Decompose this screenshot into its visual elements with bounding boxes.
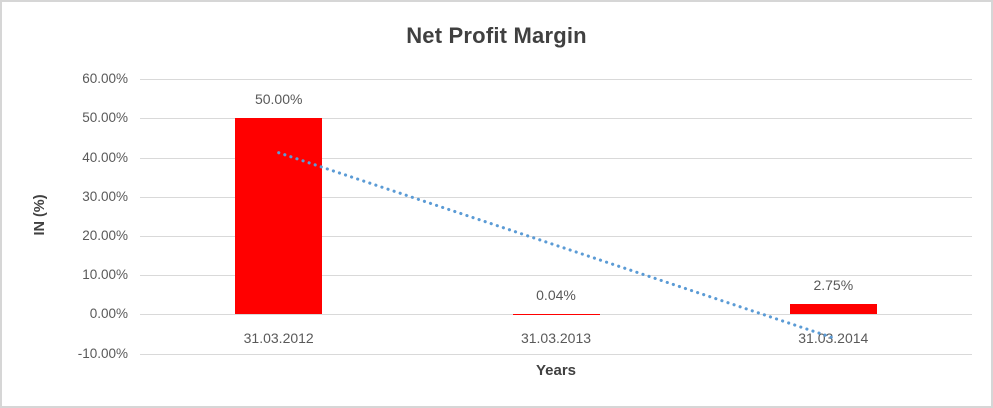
bar-31.03.2014[interactable] (789, 303, 877, 315)
bar-data-label: 0.04% (536, 287, 576, 304)
bar-31.03.2012[interactable] (235, 118, 323, 315)
y-axis-tick-label: 0.00% (89, 306, 128, 322)
y-axis-tick-label: 30.00% (82, 188, 128, 204)
x-axis-category-label: 31.03.2012 (243, 330, 314, 347)
gridline (140, 314, 972, 316)
bar-data-label: 50.00% (254, 91, 303, 108)
gridline (140, 79, 972, 80)
x-axis-category-label: 31.03.2014 (798, 330, 869, 347)
gridline (140, 118, 972, 120)
y-axis-tick-label: -10.00% (77, 345, 128, 361)
x-axis-category-label: 31.03.2013 (520, 330, 592, 347)
y-axis-tick-label: 50.00% (82, 110, 128, 126)
bar-data-label: 2.75% (813, 276, 854, 293)
y-axis-tick-label: 20.00% (82, 227, 128, 243)
chart-title: Net Profit Margin (406, 23, 587, 48)
trendline[interactable] (277, 151, 835, 340)
y-axis-tick-label: 10.00% (82, 267, 128, 283)
y-axis-tick-label: 40.00% (82, 149, 128, 165)
x-axis-title: Years (535, 362, 577, 379)
y-axis-tick-label: 60.00% (82, 71, 128, 86)
gridline (140, 353, 972, 355)
